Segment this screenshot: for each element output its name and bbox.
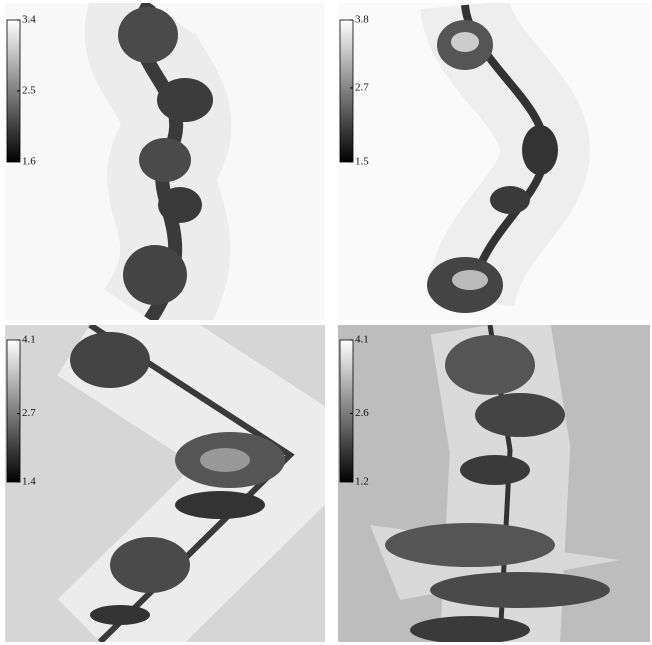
colorbar-tick-label: 1.5 xyxy=(355,156,369,168)
colorbar-tick-label: 4.1 xyxy=(355,334,369,346)
colorbar-tick-label: 4.1 xyxy=(22,334,36,346)
colorbar-tick-label: 3.4 xyxy=(22,14,36,26)
colorbar-tick-label: 1.2 xyxy=(355,476,369,488)
colorbar-tick-label: 2.5 xyxy=(22,85,36,97)
colorbar xyxy=(340,340,353,482)
colorbar-tick-label: 2.7 xyxy=(22,407,36,419)
colorbar-tick-label: 3.8 xyxy=(355,14,369,26)
panel-image xyxy=(5,3,325,320)
colorbar xyxy=(340,20,353,162)
colorbar-tick-label: 1.6 xyxy=(22,156,36,168)
panel-image xyxy=(338,325,650,644)
colorbar-tick-label: 1.4 xyxy=(22,476,36,488)
colorbar xyxy=(7,340,20,482)
colorbar-tick-label: 2.7 xyxy=(355,81,369,93)
panel-image xyxy=(5,325,325,642)
colorbar-tick-label: 2.6 xyxy=(355,407,369,419)
figure: 1.6 2.5 3.4 1.5 2.7 3.8 1.4 2.7 4.1 1.2 2.6 4.1 xyxy=(0,0,652,645)
panel-image xyxy=(338,3,650,320)
